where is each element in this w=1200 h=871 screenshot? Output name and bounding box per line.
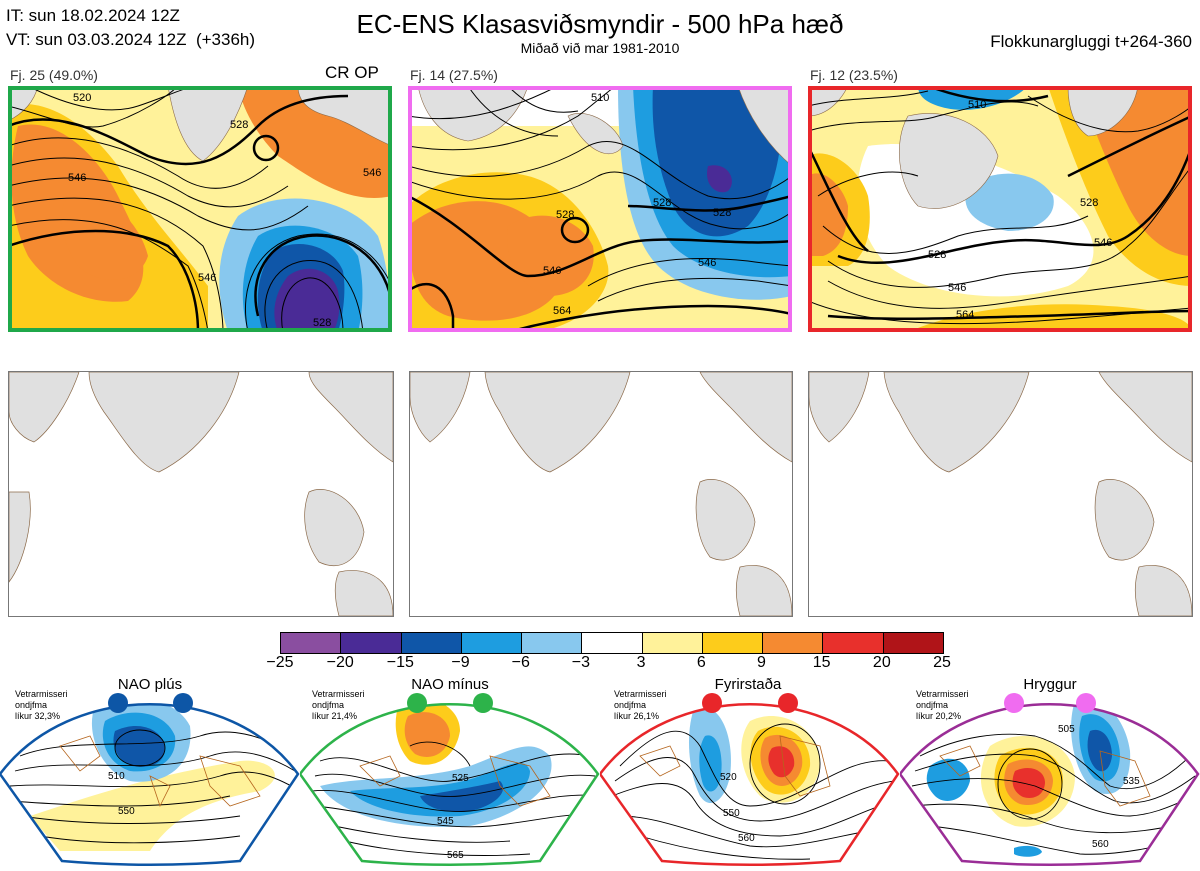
colorbar-tick-label: −15 [386, 654, 414, 671]
contour-label: 528 [556, 209, 574, 221]
cluster-2-label: Fj. 14 (27.5%) [410, 67, 498, 83]
colorbar-swatch [582, 633, 643, 653]
colorbar-tick-label: 3 [636, 654, 646, 671]
cluster-2-map[interactable]: 510 528 528 528 546 564 546 [408, 86, 792, 332]
contour-label: 546 [1094, 237, 1112, 249]
contour-label: 546 [363, 167, 381, 179]
contour-label: 535 [1123, 776, 1140, 787]
regime-dot [407, 693, 427, 713]
colorbar-tick-label: −20 [326, 654, 354, 671]
regime-name: Hryggur [1023, 676, 1077, 693]
contour-label: 528 [230, 119, 248, 131]
regime-note: Vetrarmisseri ondjfma líkur 32,3% [15, 689, 68, 721]
regime-nao-minus[interactable]: 525 545 565 Vetrarmisseri ondjfma líkur … [300, 676, 600, 871]
contour-label: 510 [968, 99, 986, 111]
colorbar-swatch [642, 633, 703, 653]
regime-dot [473, 693, 493, 713]
regime-dot [778, 693, 798, 713]
blank-map-1[interactable] [8, 371, 394, 617]
cluster-window: Flokkunargluggi t+264-360 [990, 32, 1192, 51]
colorbar-tick-label: −6 [511, 654, 530, 671]
contour-label: 564 [553, 305, 571, 317]
colorbar-tick-label: −9 [451, 654, 470, 671]
contour-label: 510 [108, 771, 125, 782]
contour-label: 565 [447, 850, 464, 861]
colorbar-swatch [823, 633, 884, 653]
contour-label: 528 [928, 249, 946, 261]
regime-note: Vetrarmisseri ondjfma líkur 21,4% [312, 689, 365, 721]
cluster-2-border [408, 86, 792, 332]
valid-time: VT: sun 03.03.2024 12Z (+336h) [6, 30, 256, 49]
regime-name: NAO mínus [411, 676, 489, 693]
contour-label: 546 [543, 265, 561, 277]
colorbar-tick-label: 9 [757, 654, 766, 671]
colorbar-swatch [461, 633, 523, 653]
regime-dot [1004, 693, 1024, 713]
contour-label: 528 [653, 197, 671, 209]
colorbar-tick-label: 6 [696, 654, 706, 671]
contour-label: 525 [452, 773, 469, 784]
contour-label: 545 [437, 816, 454, 827]
regime-dot [173, 693, 193, 713]
contour-label: 520 [720, 772, 737, 783]
contour-label: 546 [948, 282, 966, 294]
cluster-1-border [8, 86, 392, 332]
colorbar-tick-label: 15 [812, 654, 831, 671]
regime-name: Fyrirstaða [714, 676, 782, 693]
regime-note: Vetrarmisseri ondjfma líkur 26,1% [614, 689, 667, 721]
contour-label: 550 [118, 806, 135, 817]
contour-label: 560 [1092, 839, 1109, 850]
page-subtitle: Miðað við mar 1981-2010 [520, 40, 680, 56]
cluster-3-map[interactable]: 510 528 528 546 564 546 [808, 86, 1192, 332]
regime-blocking[interactable]: 520 550 560 Vetrarmisseri ondjfma líkur … [600, 676, 900, 871]
colorbar-swatch [401, 633, 462, 653]
colorbar-tick-label: −25 [266, 654, 294, 671]
colorbar-swatch [522, 633, 583, 653]
colorbar-swatch [341, 633, 402, 653]
contour-label: 546 [698, 257, 716, 269]
regime-dot [108, 693, 128, 713]
colorbar-tick-label: −3 [571, 654, 591, 671]
cluster-3-border [808, 86, 1192, 332]
contour-label: 546 [68, 172, 86, 184]
colorbar-tick-label: 20 [872, 654, 891, 671]
colorbar-swatch [763, 633, 824, 653]
contour-label: 520 [73, 92, 91, 104]
regime-ridge[interactable]: 505 535 560 Vetrarmisseri ondjfma líkur … [900, 676, 1200, 871]
contour-label: 564 [956, 309, 974, 321]
contour-label: 528 [313, 317, 331, 329]
regime-nao-plus[interactable]: 510 550 Vetrarmisseri ondjfma líkur 32,3… [0, 676, 300, 871]
cluster-1-map[interactable]: 520 528 546 546 528 546 [8, 86, 392, 332]
contour-label: 546 [198, 272, 216, 284]
regime-dot [702, 693, 722, 713]
blank-map-2[interactable] [409, 371, 793, 617]
colorbar-swatch [281, 633, 342, 653]
contour-label: 560 [738, 833, 755, 844]
colorbar [280, 632, 944, 654]
regime-note: Vetrarmisseri ondjfma líkur 20,2% [916, 689, 969, 721]
colorbar-swatch [702, 633, 764, 653]
cluster-3-label: Fj. 12 (23.5%) [810, 67, 898, 83]
init-time: IT: sun 18.02.2024 12Z [6, 6, 180, 25]
contour-label: 528 [713, 207, 731, 219]
regime-dot [1076, 693, 1096, 713]
contour-label: 528 [1080, 197, 1098, 209]
colorbar-tick-label: 25 [933, 654, 951, 671]
colorbar-swatch [883, 633, 943, 653]
page-title: EC-ENS Klasasviðsmyndir - 500 hPa hæð [356, 9, 844, 39]
regime-name: NAO plús [117, 676, 183, 693]
contour-label: 510 [591, 92, 609, 104]
blank-map-3[interactable] [808, 371, 1193, 617]
cluster-1-tag: CR OP [325, 63, 379, 82]
contour-label: 550 [723, 808, 740, 819]
contour-label: 505 [1058, 724, 1075, 735]
cluster-1-label: Fj. 25 (49.0%) [10, 67, 98, 83]
colorbar-ticks: −25 −20 −15 −9 −6 −3 3 6 9 15 20 25 [0, 654, 1200, 676]
